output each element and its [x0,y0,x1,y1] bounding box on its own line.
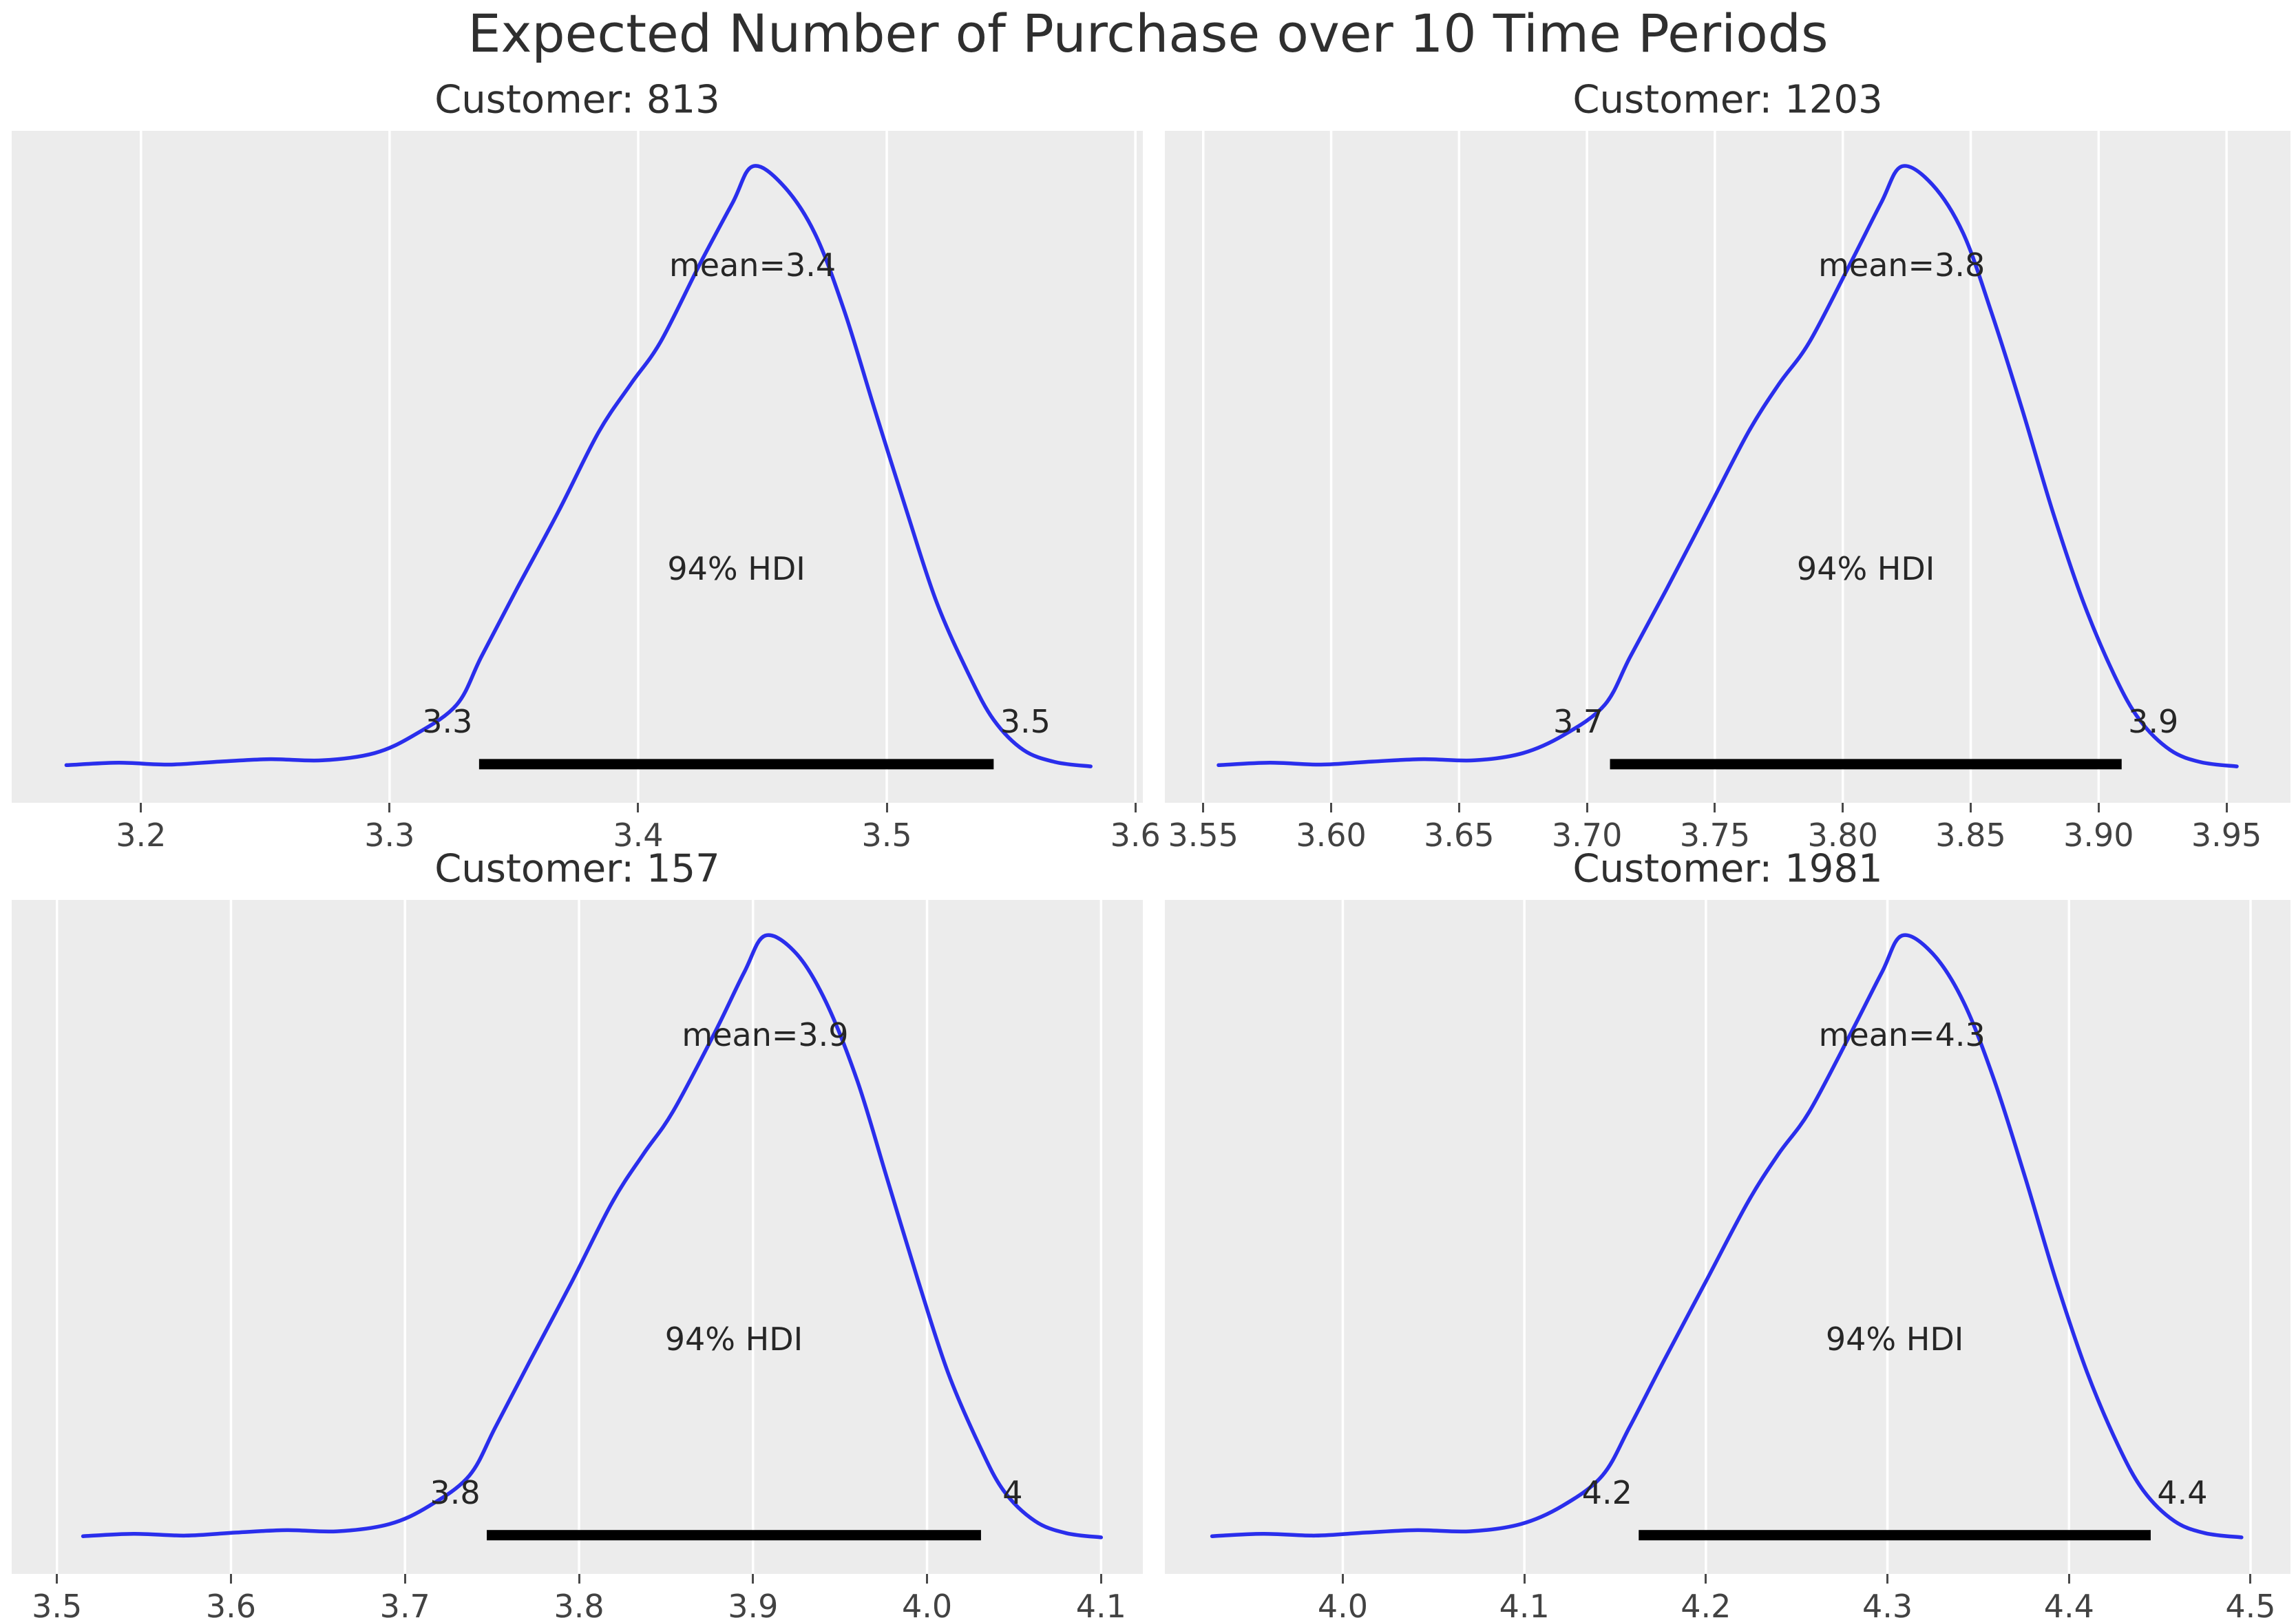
tick-mark [140,803,143,812]
hdi-low-label: 3.3 [422,702,473,740]
tick-mark [1330,803,1333,812]
kde-plot [1210,900,2252,1574]
hdi-low-label: 4.2 [1581,1473,1632,1511]
tick-mark [2225,803,2228,812]
tick-mark [229,1574,232,1584]
tick-mark [1886,1574,1889,1584]
mean-label: mean=3.4 [668,246,836,284]
tick-mark [1970,803,1972,812]
tick-label: 3.3 [364,817,415,854]
hdi-high-label: 3.9 [2128,702,2179,740]
tick-label: 3.90 [2063,817,2134,854]
tick-label: 3.5 [32,1588,83,1618]
tick-label: 3.55 [1168,817,1239,854]
tick-label: 4.3 [1862,1588,1913,1618]
mean-label: mean=4.3 [1818,1016,1986,1053]
figure-title: Expected Number of Purchase over 10 Time… [467,3,1829,64]
mean-label: mean=3.9 [682,1016,849,1053]
tick-label: 3.9 [728,1588,779,1618]
tick-label: 3.75 [1679,817,1751,854]
tick-label: 3.65 [1424,817,1495,854]
tick-label: 4.4 [2043,1588,2094,1618]
subplot-title-1203: Customer: 1203 [1572,77,1883,123]
tick-mark [885,803,888,812]
tick-mark [2097,803,2100,812]
subplot-customer-1203 [1165,131,2290,803]
tick-mark [578,1574,580,1584]
tick-label: 4.2 [1681,1588,1731,1618]
hdi-bar [1639,1530,2151,1541]
tick-mark [1134,803,1137,812]
kde-curve [1210,933,2244,1540]
kde-plot [64,131,1137,803]
tick-mark [403,1574,406,1584]
kde-plot [55,900,1104,1574]
subplot-title-157: Customer: 157 [434,846,720,892]
tick-mark [2249,1574,2252,1584]
hdi-low-label: 3.7 [1552,702,1604,740]
tick-mark [1341,1574,1344,1584]
tick-label: 3.70 [1551,817,1623,854]
hdi-bar [1610,759,2122,770]
tick-mark [1523,1574,1526,1584]
tick-label: 3.2 [116,817,167,854]
tick-mark [637,803,640,812]
subplot-customer-813 [12,131,1143,803]
hdi-bar [487,1530,981,1541]
tick-label: 3.6 [205,1588,257,1618]
hdi-interval-label: 94% HDI [667,550,805,588]
tick-label: 3.60 [1296,817,1367,854]
subplot-title-1981: Customer: 1981 [1572,846,1883,892]
mean-label: mean=3.8 [1818,246,1986,284]
hdi-interval-label: 94% HDI [1825,1321,1964,1358]
tick-label: 4.1 [1075,1588,1126,1618]
tick-label: 4.5 [2225,1588,2276,1618]
tick-label: 3.7 [379,1588,430,1618]
tick-mark [56,1574,59,1584]
tick-mark [1842,803,1844,812]
tick-label: 3.6 [1110,817,1161,854]
tick-label: 3.4 [613,817,664,854]
tick-label: 3.80 [1807,817,1878,854]
tick-mark [1586,803,1588,812]
tick-mark [926,1574,929,1584]
tick-mark [1457,803,1460,812]
tick-label: 4.1 [1499,1588,1550,1618]
tick-mark [752,1574,755,1584]
hdi-high-label: 4 [1002,1473,1023,1511]
kde-curve [81,933,1104,1540]
hdi-interval-label: 94% HDI [1796,550,1935,588]
hdi-high-label: 4.4 [2157,1473,2208,1511]
tick-label: 3.5 [861,817,912,854]
subplot-title-813: Customer: 813 [434,77,720,123]
tick-label: 3.8 [554,1588,604,1618]
hdi-low-label: 3.8 [430,1473,481,1511]
tick-mark [1714,803,1716,812]
tick-mark [2067,1574,2070,1584]
tick-mark [388,803,391,812]
subplot-customer-1981 [1165,900,2290,1574]
kde-curve [1217,164,2239,768]
tick-label: 3.85 [1935,817,2006,854]
tick-label: 4.0 [901,1588,953,1618]
hdi-interval-label: 94% HDI [664,1321,803,1358]
hdi-high-label: 3.5 [1000,702,1051,740]
tick-mark [1705,1574,1707,1584]
tick-mark [1202,803,1205,812]
subplot-customer-157 [12,900,1143,1574]
tick-label: 4.0 [1317,1588,1368,1618]
tick-mark [1099,1574,1102,1584]
tick-label: 3.95 [2191,817,2262,854]
kde-plot [1201,131,2239,803]
hdi-bar [478,759,994,770]
kde-curve [64,164,1093,768]
